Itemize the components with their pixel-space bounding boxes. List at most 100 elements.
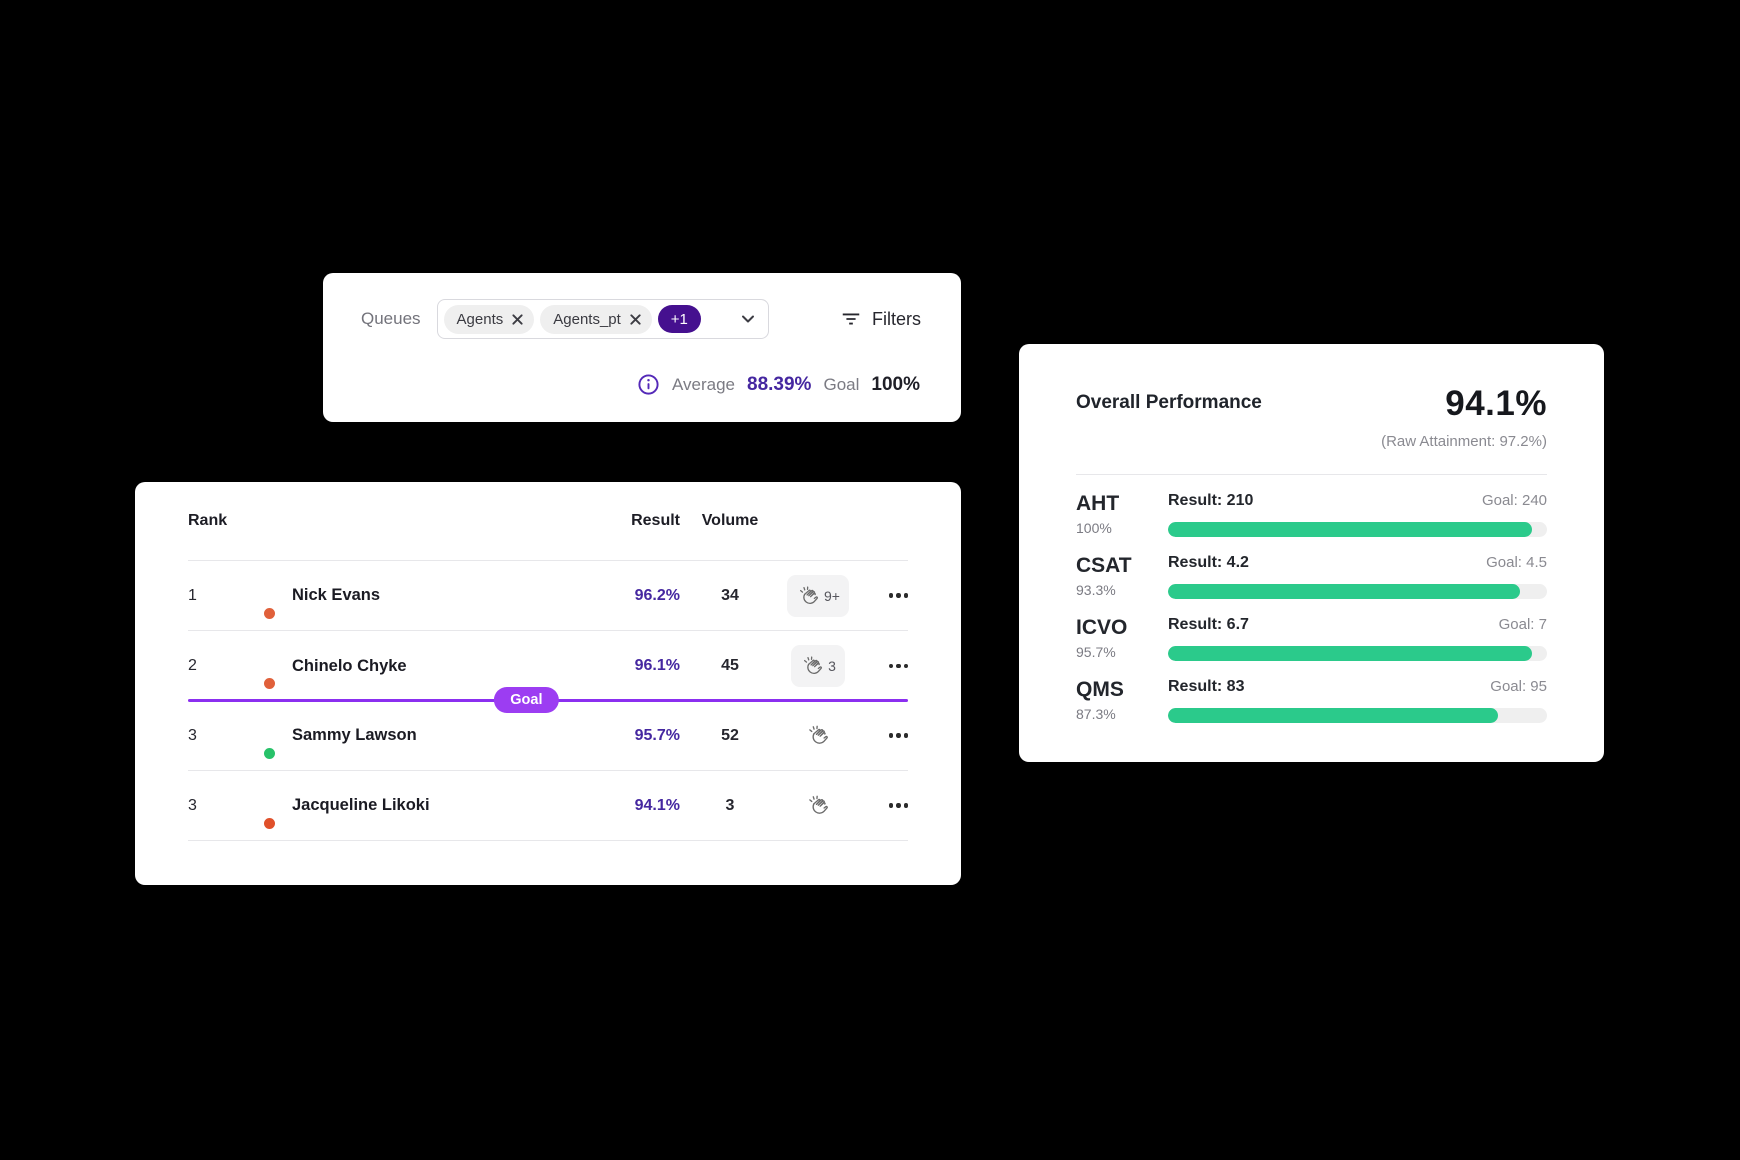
avatar: [228, 642, 277, 691]
progress-bar-fill: [1168, 522, 1532, 537]
clap-count: 9+: [824, 587, 840, 604]
queue-select[interactable]: Agents Agents_pt +1: [436, 299, 769, 339]
table-row: 3 Jacqueline Likoki 94.1% 3: [188, 771, 908, 841]
queue-chip-agents[interactable]: Agents: [443, 304, 535, 334]
table-row: 1 Nick Evans 96.2% 34 9+: [188, 561, 908, 631]
queue-chip-agents-pt[interactable]: Agents_pt: [540, 304, 652, 334]
avatar: [228, 572, 277, 621]
volume-value: 3: [725, 796, 735, 814]
queue-chip-label: Agents: [456, 310, 504, 328]
leaderboard-card: Rank Result Volume 1 Nick Evans 96.2% 34: [135, 482, 961, 885]
progress-bar: [1168, 708, 1547, 723]
metric-name: CSAT: [1076, 554, 1132, 577]
card-title: Overall Performance: [1076, 392, 1262, 413]
filter-icon: [842, 313, 860, 325]
metric-row: QMS 87.3% Result: 83 Goal: 95: [1076, 678, 1547, 723]
row-menu-button[interactable]: [868, 733, 908, 738]
metric-percent: 87.3%: [1076, 706, 1116, 722]
status-dot: [262, 605, 277, 621]
metric-result: Result: 6.7: [1168, 616, 1249, 633]
clap-icon: [808, 725, 828, 744]
status-dot: [262, 815, 277, 831]
column-rank: Rank: [188, 512, 228, 529]
result-value: 95.7%: [634, 726, 680, 744]
clap-count: 3: [828, 658, 836, 674]
rank-value: 3: [188, 726, 197, 744]
row-menu-button[interactable]: [868, 593, 908, 598]
status-dot: [262, 745, 277, 761]
chevron-down-icon[interactable]: [740, 311, 756, 327]
rank-value: 2: [188, 657, 197, 674]
queues-label: Queues: [361, 309, 421, 328]
raw-attainment: (Raw Attainment: 97.2%): [1381, 433, 1547, 450]
status-dot: [262, 676, 277, 691]
progress-bar-fill: [1168, 646, 1532, 661]
remove-chip-icon[interactable]: [629, 313, 642, 326]
more-queues-badge[interactable]: +1: [657, 305, 701, 333]
result-value: 96.2%: [634, 586, 680, 604]
rank-value: 3: [188, 796, 197, 814]
goal-value: 100%: [871, 373, 920, 395]
filters-button[interactable]: Filters: [840, 308, 921, 330]
row-menu-button[interactable]: [868, 663, 908, 669]
divider: [1076, 474, 1547, 475]
progress-bar-fill: [1168, 708, 1498, 723]
average-value: 88.39%: [747, 373, 812, 395]
progress-bar: [1168, 646, 1547, 661]
clap-button[interactable]: 3: [791, 645, 845, 687]
result-value: 94.1%: [634, 796, 680, 814]
result-value: 96.1%: [634, 657, 680, 674]
average-summary: Average 88.39% Goal 100%: [637, 373, 920, 396]
volume-value: 45: [721, 657, 739, 674]
clap-icon: [808, 795, 828, 814]
overall-performance-card: Overall Performance 94.1% (Raw Attainmen…: [1019, 344, 1604, 762]
metric-row: CSAT 93.3% Result: 4.2 Goal: 4.5: [1076, 554, 1547, 599]
metric-row: ICVO 95.7% Result: 6.7 Goal: 7: [1076, 616, 1547, 661]
row-menu-button[interactable]: [868, 803, 908, 808]
agent-name: Nick Evans: [292, 586, 381, 604]
volume-value: 34: [721, 586, 739, 604]
metric-row: AHT 100% Result: 210 Goal: 240: [1076, 492, 1547, 537]
queue-chip-label: Agents_pt: [553, 310, 621, 328]
volume-value: 52: [721, 726, 739, 744]
metric-name: ICVO: [1076, 616, 1128, 639]
agent-name: Sammy Lawson: [292, 726, 417, 744]
avatar: [228, 782, 277, 831]
overall-score: 94.1%: [1445, 384, 1547, 423]
goal-label: Goal: [823, 374, 860, 394]
progress-bar: [1168, 522, 1547, 537]
table-row: 2 Chinelo Chyke 96.1% 45 3: [188, 631, 908, 701]
clap-icon: [800, 585, 819, 604]
filters-label: Filters: [872, 308, 921, 329]
metric-name: AHT: [1076, 492, 1120, 515]
metric-goal: Goal: 4.5: [1486, 554, 1547, 571]
goal-pill: Goal: [494, 687, 559, 713]
avatar: [228, 712, 277, 761]
remove-chip-icon[interactable]: [511, 313, 524, 326]
metric-percent: 100%: [1076, 520, 1112, 536]
clap-button[interactable]: 9+: [787, 574, 849, 617]
metric-percent: 95.7%: [1076, 644, 1116, 660]
metric-percent: 93.3%: [1076, 582, 1116, 598]
agent-name: Chinelo Chyke: [292, 656, 407, 675]
clap-button[interactable]: [805, 722, 832, 749]
column-volume: Volume: [701, 512, 759, 529]
clap-button[interactable]: [805, 792, 832, 819]
progress-bar-fill: [1168, 584, 1521, 599]
agent-name: Jacqueline Likoki: [292, 796, 430, 814]
metric-goal: Goal: 240: [1481, 492, 1547, 509]
queue-filter-card: Queues Agents Agents_pt +1 Filters: [323, 273, 961, 422]
rank-value: 1: [188, 586, 197, 604]
average-label: Average: [672, 374, 736, 394]
leaderboard-header: Rank Result Volume: [188, 482, 908, 561]
clap-icon: [804, 656, 823, 674]
metric-goal: Goal: 7: [1498, 616, 1547, 633]
progress-bar: [1168, 584, 1547, 599]
metric-goal: Goal: 95: [1490, 678, 1547, 695]
table-row: 3 Sammy Lawson 95.7% 52: [188, 701, 908, 771]
info-icon[interactable]: [637, 373, 660, 396]
metric-result: Result: 4.2: [1168, 554, 1249, 571]
metric-result: Result: 83: [1168, 678, 1245, 695]
metric-result: Result: 210: [1168, 492, 1254, 509]
